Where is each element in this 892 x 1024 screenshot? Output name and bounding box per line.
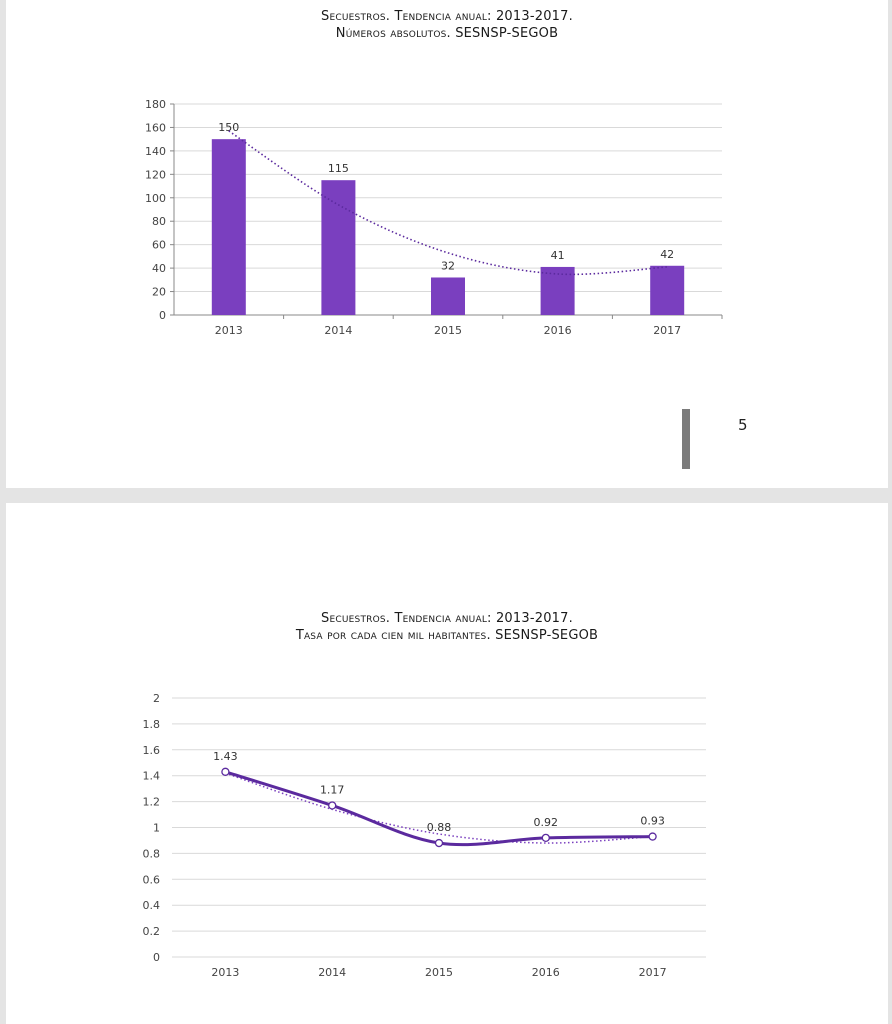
trendline [228, 130, 668, 276]
page-number: 5 [738, 416, 748, 434]
y-tick-label: 0.2 [143, 925, 161, 938]
chart-1-title-line2: Números absolutos. SESNSP-SEGOB [335, 26, 559, 41]
data-label: 41 [551, 249, 565, 262]
y-tick-label: 160 [145, 121, 166, 134]
bar-chart: 0 20 40 60 80 100 120 140 160 180 150 2013 115 2014 32… [145, 98, 723, 337]
data-point [648, 832, 657, 841]
x-tick-label: 2014 [318, 966, 346, 979]
data-point [328, 801, 337, 810]
y-tick-label: 140 [145, 145, 166, 158]
data-label: 0.88 [427, 821, 452, 834]
bar [540, 266, 575, 315]
y-tick-label: 1.2 [143, 796, 161, 809]
x-tick-label: 2013 [211, 966, 239, 979]
chart-2-title-line1: Secuestros. Tendencia anual: 2013-2017. [321, 611, 573, 626]
x-tick-label: 2017 [639, 966, 667, 979]
y-tick-label: 0.6 [143, 873, 161, 886]
chart-1-title: Secuestros. Tendencia anual: 2013-2017. … [6, 8, 888, 42]
y-tick-label: 1.6 [143, 744, 161, 757]
chart-1-title-line1: Secuestros. Tendencia anual: 2013-2017. [321, 9, 573, 24]
bar [650, 265, 685, 315]
y-tick-label: 1.8 [143, 718, 161, 731]
x-tick-label: 2015 [425, 966, 453, 979]
x-tick-label: 2016 [544, 324, 572, 337]
y-tick-label: 2 [153, 692, 160, 705]
x-tick-label: 2014 [324, 324, 352, 337]
x-tick-label: 2016 [532, 966, 560, 979]
line-chart: 0 0.2 0.4 0.6 0.8 1 1.2 1.4 1.6 1.8 2 2013 2014 2015 2… [143, 692, 706, 979]
y-tick-label: 100 [145, 192, 166, 205]
data-label: 115 [328, 162, 349, 175]
y-tick-label: 0.8 [143, 847, 161, 860]
data-label: 32 [441, 259, 455, 272]
data-point [434, 838, 444, 848]
data-label: 1.43 [213, 750, 238, 763]
y-tick-label: 20 [152, 286, 166, 299]
x-tick-label: 2013 [215, 324, 243, 337]
page-1: Secuestros. Tendencia anual: 2013-2017. … [6, 0, 888, 488]
chart-2-title-line2: Tasa por cada cien mil habitantes. SESNS… [295, 628, 599, 643]
y-tick-label: 1.4 [143, 770, 161, 783]
data-label: 0.93 [640, 815, 665, 828]
data-point [221, 767, 230, 776]
y-tick-label: 60 [152, 239, 166, 252]
page-marker-bar [682, 409, 690, 469]
data-label: 42 [660, 248, 674, 261]
data-point [541, 833, 550, 843]
bar [431, 277, 465, 315]
page-2: Secuestros. Tendencia anual: 2013-2017. … [6, 503, 888, 1024]
y-tick-label: 80 [152, 215, 166, 228]
x-tick-label: 2017 [653, 324, 681, 337]
data-label: 150 [218, 121, 239, 134]
y-tick-label: 0 [153, 951, 160, 964]
y-tick-label: 0.4 [143, 899, 161, 912]
y-tick-label: 40 [152, 262, 166, 275]
x-tick-label: 2015 [434, 324, 462, 337]
data-label: 1.17 [320, 783, 345, 796]
y-tick-label: 1 [153, 822, 160, 835]
y-tick-label: 180 [145, 98, 166, 111]
y-tick-label: 0 [159, 309, 166, 322]
bar [211, 139, 246, 315]
bar [321, 180, 356, 315]
chart-2-title: Secuestros. Tendencia anual: 2013-2017. … [6, 610, 888, 644]
data-label: 0.92 [534, 816, 559, 829]
y-tick-label: 120 [145, 168, 166, 181]
